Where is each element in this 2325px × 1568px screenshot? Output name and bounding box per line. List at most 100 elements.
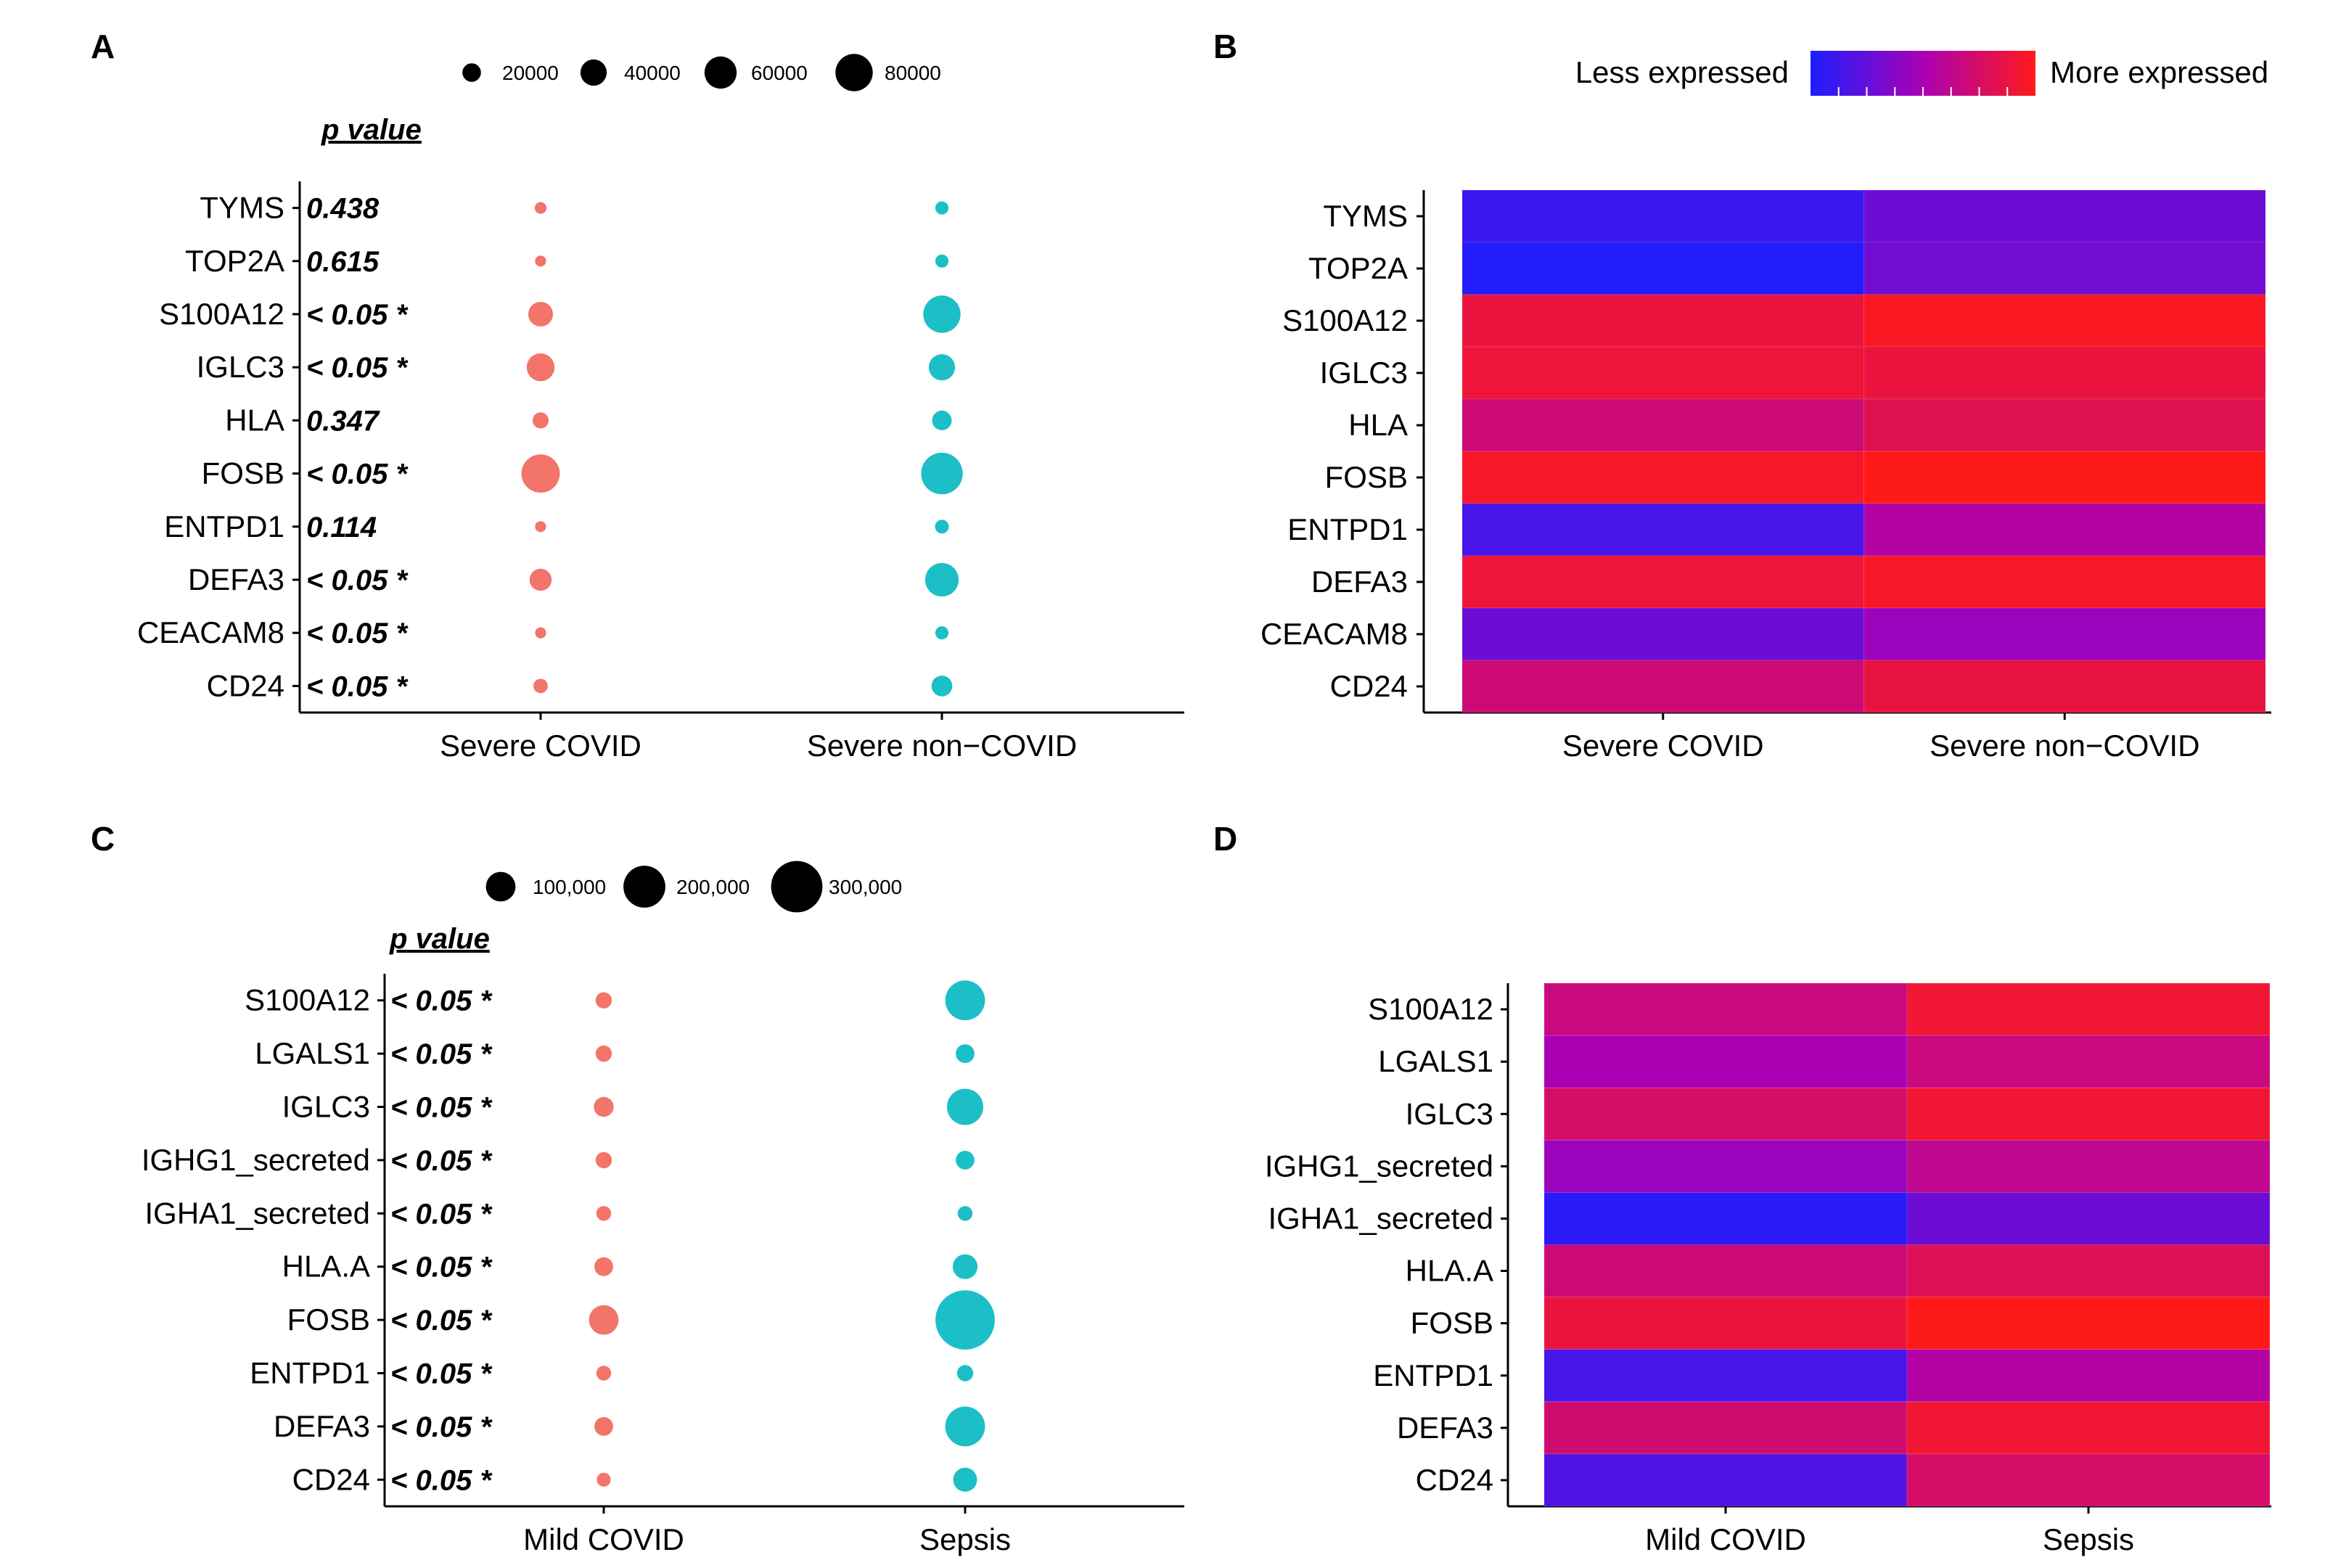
panel-a-dot-severe-non-covid-ceacam8: [935, 626, 949, 640]
panel-a-size-legend-label: 20000: [502, 62, 559, 84]
panel-a-p-value-fosb: < 0.05 *: [306, 459, 409, 490]
panel-c-dot-mild-covid-lgals1: [595, 1045, 612, 1062]
panel-a-dot-severe-covid-s100a12: [528, 302, 553, 327]
panel-a-dot-severe-covid-defa3: [529, 568, 552, 591]
panel-b-y-tick-label-ceacam8: CEACAM8: [1260, 617, 1408, 651]
panel-c-dot-sepsis-entpd1: [956, 1365, 974, 1382]
panel-d-y-tick-label-igha1-secreted: IGHA1_secreted: [1268, 1201, 1494, 1235]
panel-b-cell-iglc3-severe-covid: [1461, 346, 1864, 400]
panel-b-y-tick-label-s100a12: S100A12: [1282, 303, 1408, 337]
panel-c-y-tick-label-iglc3: IGLC3: [282, 1090, 370, 1124]
panel-c-p-value-cd24: < 0.05 *: [390, 1464, 493, 1496]
panel-b-x-tick-label-severe-covid: Severe COVID: [1562, 728, 1764, 763]
panel-c-dot-mild-covid-fosb: [589, 1305, 619, 1335]
panel-c-dot-sepsis-igha1-secreted: [957, 1206, 973, 1221]
panel-a-dot-severe-non-covid-top2a: [935, 254, 949, 268]
panel-a-dot-severe-covid-hla: [532, 412, 549, 429]
panel-d-y-tick-label-ighg1-secreted: IGHG1_secreted: [1265, 1149, 1493, 1183]
panel-b-legend-low-label: Less expressed: [1575, 55, 1789, 89]
panel-d-x-tick-label-sepsis: Sepsis: [2043, 1522, 2134, 1556]
panel-letter-c: C: [91, 820, 115, 858]
panel-a-dot-severe-non-covid-s100a12: [923, 295, 961, 333]
panel-c-y-tick-label-igha1-secreted: IGHA1_secreted: [145, 1196, 371, 1230]
panel-c-size-legend-label: 300,000: [829, 876, 902, 898]
panel-d-x-tick-label-mild-covid: Mild COVID: [1645, 1522, 1806, 1556]
panel-a-dot-severe-covid-tyms: [534, 202, 547, 214]
panel-d-cell-entpd1-mild-covid: [1543, 1349, 1908, 1403]
panel-d-cell-entpd1-sepsis: [1906, 1349, 2271, 1403]
panel-c-p-value-fosb: < 0.05 *: [390, 1305, 493, 1337]
panel-c-dot-mild-covid-iglc3: [594, 1096, 614, 1117]
panel-c-dot-mild-covid-igha1-secreted: [596, 1206, 612, 1221]
panel-a-y-tick-label-s100a12: S100A12: [159, 297, 284, 331]
panel-b-cell-top2a-severe-non-covid: [1863, 242, 2266, 295]
panel-b-legend-high-label: More expressed: [2050, 55, 2268, 89]
panel-c-size-legend-dot: [485, 871, 516, 902]
panel-a-dot-severe-covid-cd24: [533, 678, 548, 694]
panel-d-cell-igha1-secreted-mild-covid: [1543, 1191, 1908, 1246]
panel-a-x-tick-label-severe-covid: Severe COVID: [440, 728, 641, 763]
panel-d-cell-defa3-mild-covid: [1543, 1401, 1908, 1455]
panel-b-y-tick-label-defa3: DEFA3: [1311, 565, 1408, 599]
panel-b-cell-entpd1-severe-covid: [1461, 503, 1864, 557]
panel-d-cell-ighg1-secreted-mild-covid: [1543, 1139, 1908, 1193]
panel-d-cell-lgals1-sepsis: [1906, 1035, 2271, 1088]
panel-letter-a: A: [91, 28, 115, 65]
panel-a-dot-severe-covid-entpd1: [535, 521, 546, 533]
panel-b-y-tick-label-fosb: FOSB: [1325, 460, 1408, 494]
panel-a-y-tick-label-cd24: CD24: [207, 668, 284, 702]
panel-c-y-tick-label-cd24: CD24: [292, 1462, 370, 1496]
panel-b-cell-defa3-severe-non-covid: [1863, 555, 2266, 609]
panel-a-y-tick-label-ceacam8: CEACAM8: [137, 615, 284, 649]
panel-c-dot-sepsis-defa3: [945, 1406, 985, 1447]
panel-c-dot-sepsis-ighg1-secreted: [956, 1151, 975, 1170]
panel-b-cell-top2a-severe-covid: [1461, 242, 1864, 295]
panel-a-dot-severe-non-covid-cd24: [931, 676, 953, 697]
panel-d-y-tick-label-lgals1: LGALS1: [1378, 1044, 1493, 1078]
panel-a-dot-severe-non-covid-iglc3: [928, 354, 956, 381]
panel-a-y-tick-label-fosb: FOSB: [202, 456, 284, 490]
panel-c-dot-sepsis-s100a12: [945, 980, 985, 1021]
panel-c-y-tick-label-lgals1: LGALS1: [255, 1036, 370, 1070]
panel-c-y-tick-label-s100a12: S100A12: [245, 983, 370, 1017]
panel-c-dot-mild-covid-s100a12: [595, 992, 612, 1009]
panel-d-y-tick-label-iglc3: IGLC3: [1406, 1096, 1493, 1130]
panel-c-p-value-igha1-secreted: < 0.05 *: [390, 1198, 493, 1230]
panel-d-cell-s100a12-sepsis: [1906, 982, 2271, 1036]
panel-a-size-legend-dot: [580, 59, 607, 86]
panel-b-cell-tyms-severe-covid: [1461, 189, 1864, 243]
panel-c-p-value-defa3: < 0.05 *: [390, 1411, 493, 1443]
panel-b-cell-ceacam8-severe-non-covid: [1863, 607, 2266, 661]
panel-d-y-tick-label-defa3: DEFA3: [1397, 1411, 1493, 1445]
panel-a-p-value-header: p value: [321, 114, 422, 146]
panel-d-y-tick-label-hla-a: HLA.A: [1406, 1254, 1493, 1288]
panel-d-cell-defa3-sepsis: [1906, 1401, 2271, 1455]
panel-d-y-tick-label-s100a12: S100A12: [1368, 992, 1493, 1026]
panel-c-p-value-header: p value: [389, 923, 490, 955]
panel-a-x-tick-label-severe-non-covid: Severe non−COVID: [807, 728, 1077, 763]
panel-c-p-value-s100a12: < 0.05 *: [390, 985, 493, 1017]
panel-d-cell-fosb-sepsis: [1906, 1297, 2271, 1350]
panel-a-dot-severe-covid-ceacam8: [535, 627, 546, 639]
panel-a-p-value-s100a12: < 0.05 *: [306, 299, 409, 331]
panel-a-p-value-iglc3: < 0.05 *: [306, 352, 409, 384]
panel-a-y-tick-label-entpd1: ENTPD1: [164, 509, 284, 543]
panel-d-cell-hla-a-mild-covid: [1543, 1244, 1908, 1298]
panel-a-size-legend-dot: [704, 56, 737, 89]
panel-b-cell-hla-severe-covid: [1461, 398, 1864, 452]
panel-b-cell-hla-severe-non-covid: [1863, 398, 2266, 452]
panel-c-dot-sepsis-lgals1: [956, 1044, 975, 1063]
panel-c-p-value-ighg1-secreted: < 0.05 *: [390, 1145, 493, 1177]
panel-a-p-value-cd24: < 0.05 *: [306, 670, 409, 702]
panel-d-cell-cd24-sepsis: [1906, 1453, 2271, 1507]
panel-d-y-tick-label-fosb: FOSB: [1411, 1306, 1493, 1340]
panel-c-dot-mild-covid-entpd1: [596, 1366, 612, 1381]
panel-letter-b: B: [1213, 28, 1237, 65]
panel-a-y-tick-label-tyms: TYMS: [200, 191, 284, 225]
panel-b-cell-s100a12-severe-covid: [1461, 294, 1864, 348]
panel-c-x-tick-label-sepsis: Sepsis: [919, 1522, 1011, 1556]
panel-a-dot-severe-covid-fosb: [521, 454, 560, 493]
panel-b-y-tick-label-hla: HLA: [1348, 408, 1408, 442]
panel-a-size-legend-dot: [462, 63, 481, 82]
panel-c-x-tick-label-mild-covid: Mild COVID: [523, 1522, 684, 1556]
